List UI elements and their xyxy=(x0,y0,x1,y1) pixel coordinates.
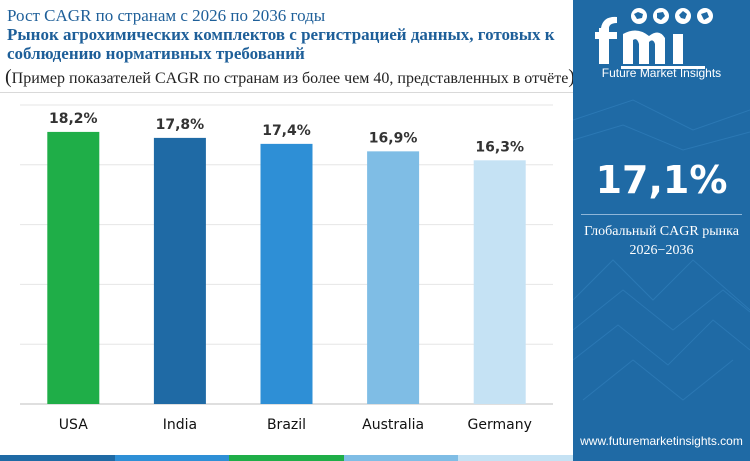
chart-value-labels: 18,2% 17,8% 17,4% 16,9% 16,3% xyxy=(49,111,524,155)
chart-subtitle: (Пример показателей CAGR по странам из б… xyxy=(5,66,575,89)
global-cagr-period: 2026−2036 xyxy=(629,243,694,258)
bottom-strip-segment xyxy=(343,455,459,461)
value-label-usa: 18,2% xyxy=(49,111,98,127)
bar-chart: 18,2% 17,8% 17,4% 16,9% 16,3% USA India Brazil… xyxy=(20,104,553,433)
bottom-strip-segment xyxy=(229,455,344,461)
value-label-germany: 16,3% xyxy=(475,139,524,155)
global-cagr-label-line1: Глобальный CAGR рынка xyxy=(584,224,739,239)
bottom-strip-segment xyxy=(0,455,115,461)
bar-india xyxy=(153,137,206,404)
subtitle-open-paren: ( xyxy=(5,66,12,88)
bar-usa xyxy=(47,131,100,404)
subtitle-text: Пример показателей CAGR по странам из бо… xyxy=(11,70,569,87)
bottom-strip-segment xyxy=(114,455,230,461)
category-label-australia: Australia xyxy=(362,417,424,433)
header-divider xyxy=(0,92,573,93)
value-label-australia: 16,9% xyxy=(369,130,418,146)
global-cagr-value: 17,1% xyxy=(595,158,728,202)
bottom-color-strip xyxy=(0,455,573,461)
chart-category-labels: USA India Brazil Australia Germany xyxy=(59,417,532,433)
category-label-brazil: Brazil xyxy=(267,417,306,433)
website-link[interactable]: www.futuremarketinsights.com xyxy=(580,434,743,448)
side-panel: Future Market Insights 17,1% Глобальный … xyxy=(573,0,750,461)
panel-background-pattern xyxy=(573,99,750,401)
category-label-india: India xyxy=(163,417,197,433)
chart-kicker: Рост CAGR по странам с 2026 по 2036 годы xyxy=(7,6,326,25)
bottom-strip-segment xyxy=(458,455,573,461)
subtitle-close-paren: ) xyxy=(568,66,575,88)
category-label-germany: Germany xyxy=(468,417,532,433)
logo-subtitle: Future Market Insights xyxy=(601,66,722,80)
bar-brazil xyxy=(260,143,313,404)
value-label-brazil: 17,4% xyxy=(262,123,311,139)
chart-gridlines xyxy=(20,104,553,405)
fmi-logo xyxy=(595,8,713,69)
panel-divider xyxy=(581,214,742,215)
chart-title: Рынок агрохимических комплектов с регист… xyxy=(7,25,555,63)
global-cagr-label: Глобальный CAGR рынка 2026−2036 xyxy=(573,222,750,260)
value-label-india: 17,8% xyxy=(156,117,205,133)
chart-bars xyxy=(47,131,526,404)
bar-germany xyxy=(473,160,526,404)
category-label-usa: USA xyxy=(59,417,88,433)
bar-australia xyxy=(367,151,420,404)
